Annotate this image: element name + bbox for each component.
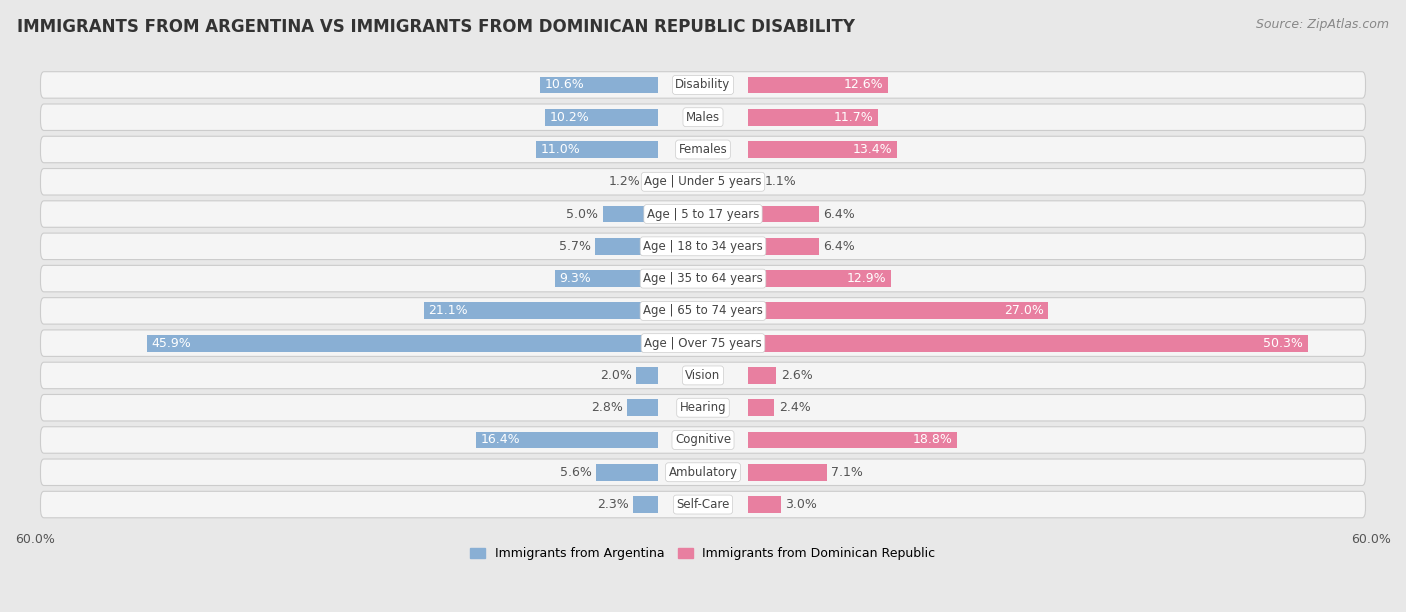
Bar	[603, 206, 658, 222]
Text: 6.4%: 6.4%	[824, 207, 855, 220]
Text: Age | 5 to 17 years: Age | 5 to 17 years	[647, 207, 759, 220]
Text: 2.3%: 2.3%	[596, 498, 628, 511]
Bar	[645, 173, 658, 190]
Bar	[748, 76, 887, 94]
Bar	[595, 238, 658, 255]
Bar	[555, 271, 658, 287]
Bar	[748, 173, 759, 190]
FancyBboxPatch shape	[41, 233, 1365, 259]
FancyBboxPatch shape	[41, 459, 1365, 485]
Text: Ambulatory: Ambulatory	[668, 466, 738, 479]
Bar	[748, 367, 776, 384]
Text: Age | Over 75 years: Age | Over 75 years	[644, 337, 762, 349]
Text: 7.1%: 7.1%	[831, 466, 863, 479]
Text: 2.8%: 2.8%	[591, 401, 623, 414]
Bar	[633, 496, 658, 513]
FancyBboxPatch shape	[41, 362, 1365, 389]
FancyBboxPatch shape	[41, 201, 1365, 227]
Bar	[748, 238, 818, 255]
FancyBboxPatch shape	[41, 136, 1365, 163]
FancyBboxPatch shape	[41, 297, 1365, 324]
FancyBboxPatch shape	[41, 491, 1365, 518]
FancyBboxPatch shape	[41, 266, 1365, 292]
Text: 2.0%: 2.0%	[600, 369, 631, 382]
Text: 12.6%: 12.6%	[844, 78, 883, 91]
Text: 1.1%: 1.1%	[765, 175, 796, 188]
Text: Source: ZipAtlas.com: Source: ZipAtlas.com	[1256, 18, 1389, 31]
Text: 1.2%: 1.2%	[609, 175, 641, 188]
Bar	[540, 76, 658, 94]
Text: 21.1%: 21.1%	[427, 304, 468, 318]
Text: Males: Males	[686, 111, 720, 124]
Text: Females: Females	[679, 143, 727, 156]
Bar	[748, 302, 1047, 319]
Text: IMMIGRANTS FROM ARGENTINA VS IMMIGRANTS FROM DOMINICAN REPUBLIC DISABILITY: IMMIGRANTS FROM ARGENTINA VS IMMIGRANTS …	[17, 18, 855, 36]
Bar	[748, 399, 775, 416]
Text: Age | 18 to 34 years: Age | 18 to 34 years	[643, 240, 763, 253]
FancyBboxPatch shape	[41, 168, 1365, 195]
Text: 2.6%: 2.6%	[780, 369, 813, 382]
Bar	[748, 109, 877, 125]
Text: Age | Under 5 years: Age | Under 5 years	[644, 175, 762, 188]
Text: Self-Care: Self-Care	[676, 498, 730, 511]
FancyBboxPatch shape	[41, 395, 1365, 421]
Text: 6.4%: 6.4%	[824, 240, 855, 253]
Bar	[596, 464, 658, 480]
Bar	[636, 367, 658, 384]
Bar	[748, 335, 1308, 351]
Text: Hearing: Hearing	[679, 401, 727, 414]
Bar	[627, 399, 658, 416]
Text: 5.7%: 5.7%	[558, 240, 591, 253]
FancyBboxPatch shape	[41, 72, 1365, 98]
Bar	[748, 496, 780, 513]
Bar	[748, 464, 827, 480]
Bar	[536, 141, 658, 158]
Bar	[748, 271, 891, 287]
Text: 3.0%: 3.0%	[786, 498, 817, 511]
Bar	[546, 109, 658, 125]
FancyBboxPatch shape	[41, 330, 1365, 356]
Legend: Immigrants from Argentina, Immigrants from Dominican Republic: Immigrants from Argentina, Immigrants fr…	[465, 542, 941, 565]
Text: Age | 65 to 74 years: Age | 65 to 74 years	[643, 304, 763, 318]
FancyBboxPatch shape	[41, 427, 1365, 453]
Bar	[423, 302, 658, 319]
Bar	[148, 335, 658, 351]
Text: 50.3%: 50.3%	[1263, 337, 1303, 349]
Text: 18.8%: 18.8%	[912, 433, 952, 447]
Text: 12.9%: 12.9%	[846, 272, 887, 285]
Bar	[748, 431, 957, 449]
Text: 10.6%: 10.6%	[546, 78, 585, 91]
Text: Age | 35 to 64 years: Age | 35 to 64 years	[643, 272, 763, 285]
Text: 2.4%: 2.4%	[779, 401, 810, 414]
Text: 16.4%: 16.4%	[481, 433, 520, 447]
Text: 10.2%: 10.2%	[550, 111, 589, 124]
Text: 27.0%: 27.0%	[1004, 304, 1043, 318]
Text: Vision: Vision	[685, 369, 721, 382]
Bar	[748, 141, 897, 158]
Text: Cognitive: Cognitive	[675, 433, 731, 447]
Text: 11.7%: 11.7%	[834, 111, 873, 124]
Bar	[748, 206, 818, 222]
Text: 45.9%: 45.9%	[152, 337, 191, 349]
FancyBboxPatch shape	[41, 104, 1365, 130]
Text: 5.0%: 5.0%	[567, 207, 599, 220]
Bar	[475, 431, 658, 449]
Text: 9.3%: 9.3%	[560, 272, 591, 285]
Text: 11.0%: 11.0%	[540, 143, 581, 156]
Text: Disability: Disability	[675, 78, 731, 91]
Text: 13.4%: 13.4%	[852, 143, 893, 156]
Text: 5.6%: 5.6%	[560, 466, 592, 479]
